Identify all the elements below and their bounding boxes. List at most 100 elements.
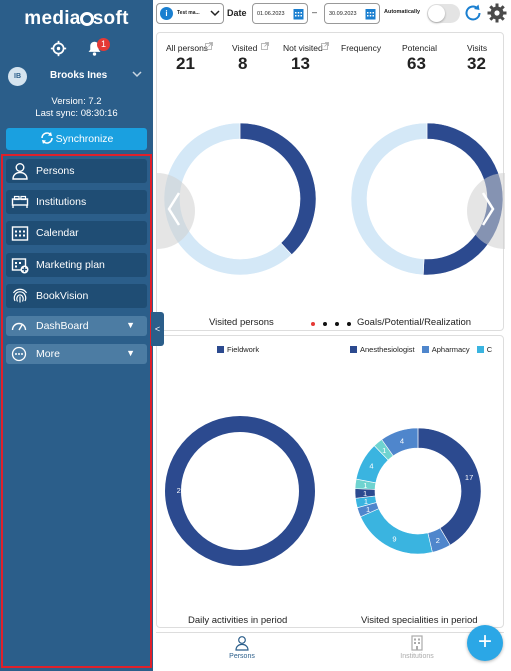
external-link-icon[interactable] xyxy=(261,42,269,50)
menu-item-institutions[interactable]: Institutions xyxy=(6,190,147,214)
carousel-dot[interactable] xyxy=(347,322,351,326)
stat-value: 32 xyxy=(467,54,486,73)
calendar-plus-icon xyxy=(11,258,29,274)
menu-item-label: Marketing plan xyxy=(36,259,105,271)
legend-fieldwork: Fieldwork xyxy=(217,345,259,354)
stat-potencial: Potencial 63 xyxy=(402,43,437,74)
date-to-value: 30.09.2023 xyxy=(329,11,357,17)
calendar-icon[interactable] xyxy=(365,8,376,20)
stat-not-visited[interactable]: Not visited 13 xyxy=(283,43,323,74)
data-label: 1 xyxy=(363,481,367,490)
legend-label: Anesthesiologist xyxy=(360,345,415,354)
tab-institutions[interactable]: Institutions xyxy=(372,635,462,660)
person-icon xyxy=(12,163,28,180)
toggle-knob xyxy=(428,5,445,22)
menu-group-label: DashBoard xyxy=(36,320,89,332)
settings-icon[interactable] xyxy=(50,40,67,57)
bed-icon xyxy=(11,195,29,208)
external-link-icon[interactable] xyxy=(321,42,329,50)
caption-daily-activities: Daily activities in period xyxy=(188,615,288,626)
donut-slice xyxy=(239,122,317,256)
tab-label: Institutions xyxy=(400,653,434,660)
stat-label: Visited xyxy=(232,43,258,53)
menu-item-label: Calendar xyxy=(36,227,79,239)
data-label: 1 xyxy=(363,489,367,498)
data-label: 2400 xyxy=(177,486,194,495)
legend-swatch xyxy=(217,346,224,353)
stat-visited[interactable]: Visited 8 xyxy=(232,43,257,74)
calendar-icon[interactable] xyxy=(293,8,304,20)
version-text: Version: 7.2 xyxy=(51,96,102,107)
fingerprint-icon xyxy=(12,288,28,303)
menu-group-dashboard[interactable]: DashBoard ▼ xyxy=(6,316,147,336)
donut-slice xyxy=(163,122,293,276)
menu-item-label: Persons xyxy=(36,165,75,177)
sidebar: media soft 1 IB Brooks Ines Version: 7.2 … xyxy=(0,0,153,671)
tab-label: Persons xyxy=(229,653,255,660)
legend-swatch xyxy=(421,346,429,353)
date-from-field[interactable]: 01.06.2023 xyxy=(252,3,308,24)
menu-item-marketing-plan[interactable]: Marketing plan xyxy=(6,253,147,277)
info-icon[interactable]: i xyxy=(160,7,173,20)
caption-goals: Goals/Potential/Realization xyxy=(357,317,472,328)
stat-all-persons[interactable]: All persons 21 xyxy=(166,43,208,74)
donut-slice xyxy=(360,508,433,555)
data-label: 4 xyxy=(369,462,373,471)
menu-item-label: Institutions xyxy=(36,196,87,208)
stat-label: Potencial xyxy=(402,43,437,53)
calendar-icon xyxy=(11,226,29,241)
tab-persons[interactable]: Persons xyxy=(197,635,287,660)
menu-item-persons[interactable]: Persons xyxy=(6,159,147,183)
refresh-icon[interactable] xyxy=(463,3,483,23)
external-link-icon[interactable] xyxy=(205,42,213,50)
settings-gear-icon[interactable] xyxy=(487,3,507,23)
chevron-down-icon[interactable] xyxy=(132,71,142,78)
data-label: 1 xyxy=(364,497,368,506)
stat-label: All persons xyxy=(166,43,209,53)
filter-select-value: Test ma... xyxy=(177,10,200,16)
brand-logo: media soft xyxy=(24,8,129,29)
legend-specialities: Anesthesiologist Apharmacy C xyxy=(350,345,492,354)
automatically-label: Automatically xyxy=(384,9,421,15)
synchronize-button[interactable]: Synchronize xyxy=(6,128,147,150)
menu-item-bookvision[interactable]: BookVision xyxy=(6,284,147,308)
menu-group-more[interactable]: More ▼ xyxy=(6,344,147,364)
donut-slice xyxy=(165,416,315,566)
stat-visits: Visits 32 xyxy=(467,43,487,74)
carousel-right-shade xyxy=(467,173,505,249)
filter-select[interactable]: i Test ma... xyxy=(156,3,224,24)
carousel-dot[interactable] xyxy=(335,322,339,326)
data-label: 1 xyxy=(366,505,370,514)
sidebar-collapse-button[interactable]: < xyxy=(151,312,164,346)
menu-item-label: BookVision xyxy=(36,290,89,302)
carousel-dot-active[interactable] xyxy=(311,322,315,326)
menu-highlight-frame xyxy=(1,154,152,668)
data-label: 9 xyxy=(392,535,396,544)
chevron-down-icon xyxy=(210,10,220,17)
donut-charts-top xyxy=(157,122,505,276)
stat-value: 13 xyxy=(291,54,310,73)
chevron-left-icon xyxy=(167,192,181,226)
app-info: Version: 7.2 Last sync: 08:30:16 xyxy=(0,96,153,120)
date-to-field[interactable]: 30.09.2023 xyxy=(324,3,380,24)
donut-slice xyxy=(417,427,482,546)
sync-icon xyxy=(40,132,53,144)
automatically-toggle[interactable] xyxy=(427,4,460,23)
building-icon xyxy=(411,635,423,651)
data-label: 4 xyxy=(400,436,404,445)
date-from-value: 01.06.2023 xyxy=(257,11,285,17)
stats-card: All persons 21 Visited 8 Not visited 13 Fre… xyxy=(156,32,505,331)
carousel-dot[interactable] xyxy=(323,322,327,326)
menu-group-label: More xyxy=(36,348,60,360)
stat-value: 8 xyxy=(238,54,248,73)
menu-item-calendar[interactable]: Calendar xyxy=(6,221,147,245)
user-name[interactable]: Brooks Ines xyxy=(50,70,108,81)
avatar[interactable]: IB xyxy=(8,67,27,86)
stat-value: 63 xyxy=(407,54,426,73)
add-fab-button[interactable]: + xyxy=(467,625,503,661)
donut-slice xyxy=(350,122,428,276)
caption-visited-persons: Visited persons xyxy=(209,317,274,328)
stat-value: 21 xyxy=(176,54,195,73)
activity-card: Fieldwork Anesthesiologist Apharmacy C 2… xyxy=(156,335,504,628)
